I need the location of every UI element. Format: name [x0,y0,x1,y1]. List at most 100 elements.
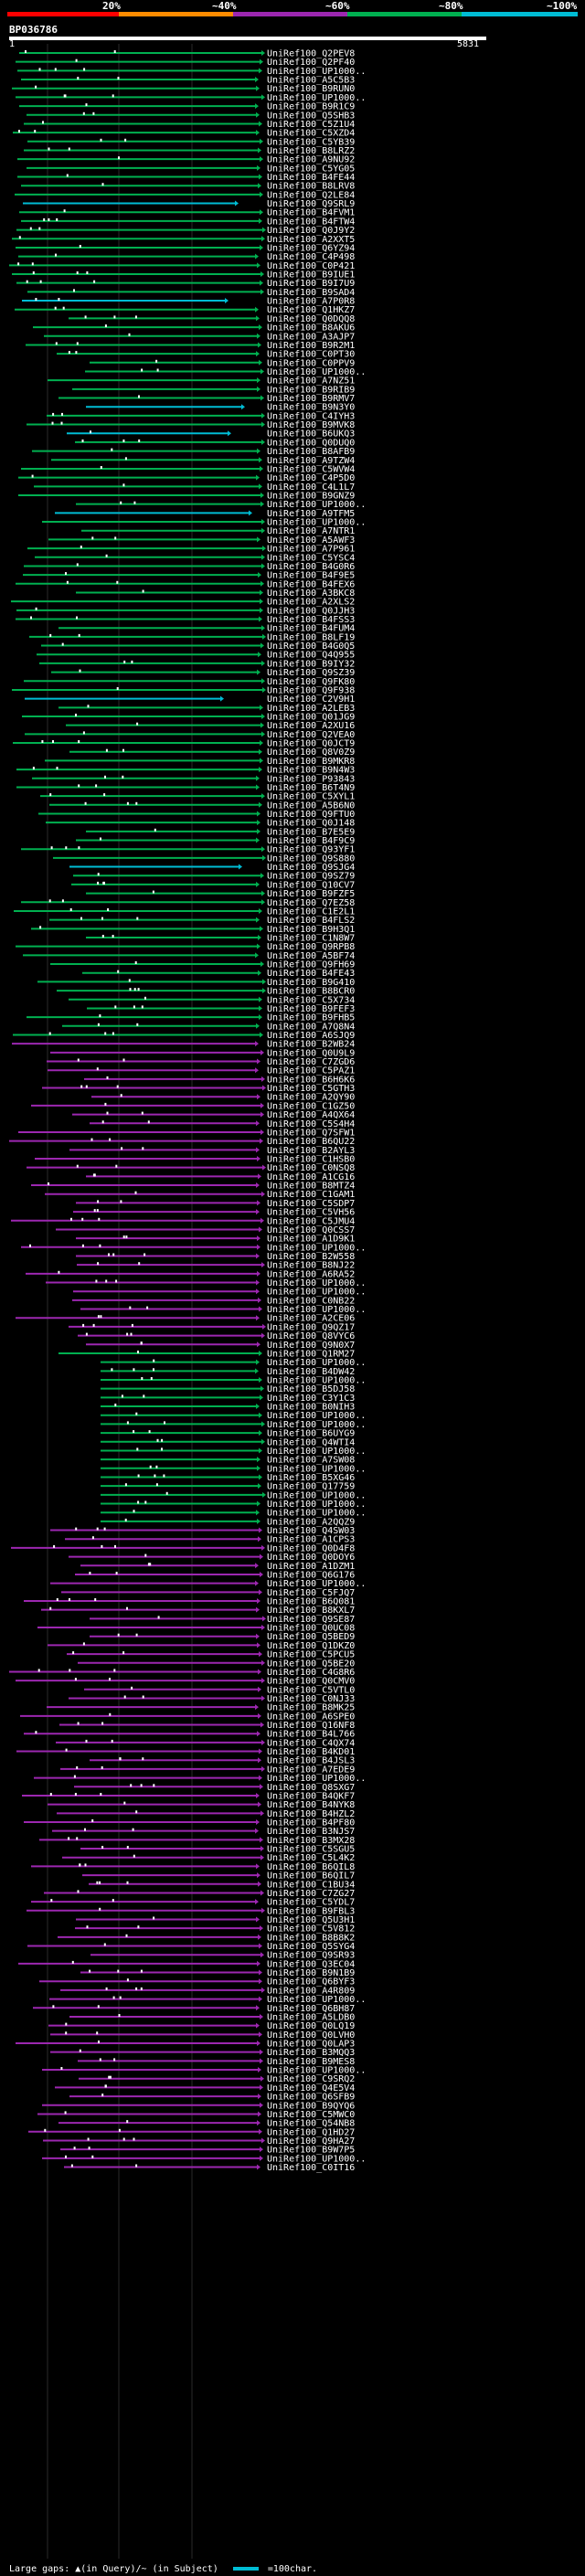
hit-label[interactable]: UniRef100_B6T4N9 [267,783,355,793]
hit-label[interactable]: UniRef100_C3Y1C3 [267,1394,355,1404]
hit-label[interactable]: UniRef100_UP1000.. [267,2154,366,2164]
hit-label[interactable]: UniRef100_Q0CMV0 [267,1677,355,1687]
hit-label[interactable]: UniRef100_Q2PF40 [267,58,355,68]
hit-label[interactable]: UniRef100_UP1000.. [267,93,366,103]
hit-label[interactable]: UniRef100_B8LRZ2 [267,146,355,156]
hit-label[interactable]: UniRef100_UP1000.. [267,1490,366,1500]
hit-label[interactable]: UniRef100_C5YSC4 [267,553,355,563]
hit-label[interactable]: UniRef100_B5DJ58 [267,1384,355,1394]
hit-label[interactable]: UniRef100_B9N1B9 [267,1968,355,1978]
hit-label[interactable]: UniRef100_B8LRV8 [267,182,355,192]
hit-label[interactable]: UniRef100_B9QYQ6 [267,2101,355,2111]
hit-label[interactable]: UniRef100_B6UKQ3 [267,429,355,440]
hit-label[interactable]: UniRef100_Q0DUQ0 [267,438,355,448]
hit-label[interactable]: UniRef100_C5S4H4 [267,1119,355,1129]
hit-label[interactable]: UniRef100_Q9SJG4 [267,863,355,873]
hit-label[interactable]: UniRef100_Q6BH87 [267,2004,355,2014]
hit-label[interactable]: UniRef100_UP1000.. [267,1500,366,1510]
hit-label[interactable]: UniRef100_A4QX64 [267,1110,355,1120]
hit-label[interactable]: UniRef100_A6RA52 [267,1269,355,1279]
hit-label[interactable]: UniRef100_B2W558 [267,1252,355,1262]
hit-label[interactable]: UniRef100_C0IT16 [267,2163,355,2173]
hit-label[interactable]: UniRef100_A6SPE0 [267,1712,355,1722]
hit-label[interactable]: UniRef100_A2XXT5 [267,235,355,245]
hit-label[interactable]: UniRef100_A3AJP7 [267,332,355,342]
hit-label[interactable]: UniRef100_B4NYK8 [267,1800,355,1810]
hit-label[interactable]: UniRef100_UP1000.. [267,1420,366,1430]
hit-label[interactable]: UniRef100_B4FE43 [267,969,355,979]
hit-label[interactable]: UniRef100_C5PAZ1 [267,1066,355,1076]
hit-label[interactable]: UniRef100_A9TFM5 [267,509,355,519]
hit-label[interactable]: UniRef100_A7NZ51 [267,376,355,387]
hit-label[interactable]: UniRef100_Q10CV7 [267,880,355,890]
hit-label[interactable]: UniRef100_Q9S880 [267,853,355,864]
hit-label[interactable]: UniRef100_B9H3Q1 [267,925,355,935]
hit-label[interactable]: UniRef100_Q9RPB8 [267,942,355,952]
hit-label[interactable]: UniRef100_B4FUM4 [267,624,355,634]
hit-label[interactable]: UniRef100_B5XG46 [267,1473,355,1483]
hit-label[interactable]: UniRef100_B9MKR8 [267,757,355,767]
hit-label[interactable]: UniRef100_Q9FK80 [267,677,355,687]
hit-label[interactable]: UniRef100_Q0LAP3 [267,2040,355,2050]
hit-label[interactable]: UniRef100_B2AYL3 [267,1146,355,1156]
hit-label[interactable]: UniRef100_C0NB22 [267,1296,355,1306]
hit-label[interactable]: UniRef100_A2CE06 [267,1314,355,1324]
hit-label[interactable]: UniRef100_Q0LQ19 [267,2021,355,2031]
hit-label[interactable]: UniRef100_Q6SFB9 [267,2093,355,2103]
hit-label[interactable]: UniRef100_B4G0R6 [267,562,355,572]
hit-label[interactable]: UniRef100_Q01JG9 [267,713,355,723]
hit-label[interactable]: UniRef100_Q2VEA0 [267,730,355,740]
hit-label[interactable]: UniRef100_B9N4W3 [267,766,355,776]
hit-label[interactable]: UniRef100_B4FTW4 [267,217,355,227]
hit-label[interactable]: UniRef100_C1GZ50 [267,1101,355,1111]
hit-label[interactable]: UniRef100_C5SDP7 [267,1199,355,1209]
hit-label[interactable]: UniRef100_B6H6K6 [267,1075,355,1085]
hit-label[interactable]: UniRef100_C1HSB0 [267,1155,355,1165]
hit-label[interactable]: UniRef100_C1BU34 [267,1880,355,1890]
hit-label[interactable]: UniRef100_B4DW42 [267,1367,355,1377]
hit-label[interactable]: UniRef100_B8BCR0 [267,987,355,997]
hit-label[interactable]: UniRef100_Q9HA27 [267,2136,355,2147]
hit-label[interactable]: UniRef100_A9TZW4 [267,456,355,466]
hit-label[interactable]: UniRef100_C0P421 [267,261,355,271]
hit-label[interactable]: UniRef100_Q1RM27 [267,1350,355,1360]
hit-label[interactable]: UniRef100_A7P961 [267,545,355,555]
hit-label[interactable]: UniRef100_Q5SHB3 [267,111,355,121]
hit-label[interactable]: UniRef100_B9IY32 [267,659,355,669]
hit-label[interactable]: UniRef100_UP1000.. [267,1464,366,1474]
hit-label[interactable]: UniRef100_A5BF74 [267,951,355,961]
hit-label[interactable]: UniRef100_Q6G176 [267,1571,355,1581]
hit-label[interactable]: UniRef100_C5V812 [267,1924,355,1935]
hit-label[interactable]: UniRef100_Q0JJH3 [267,606,355,616]
hit-label[interactable]: UniRef100_B4FLS2 [267,916,355,926]
hit-label[interactable]: UniRef100_UP1000.. [267,518,366,528]
hit-label[interactable]: UniRef100_Q0UC08 [267,1624,355,1634]
hit-label[interactable]: UniRef100_Q4SW03 [267,1526,355,1536]
hit-label[interactable]: UniRef100_C4G8R6 [267,1668,355,1678]
hit-label[interactable]: UniRef100_B4F9E5 [267,571,355,581]
hit-label[interactable]: UniRef100_Q8VYC6 [267,1331,355,1341]
hit-label[interactable]: UniRef100_C1GAM1 [267,1190,355,1200]
hit-label[interactable]: UniRef100_UP1000.. [267,1411,366,1421]
hit-label[interactable]: UniRef100_A7P0R8 [267,297,355,307]
hit-label[interactable]: UniRef100_UP1000.. [267,1288,366,1298]
hit-label[interactable]: UniRef100_Q2PEV8 [267,49,355,59]
hit-label[interactable]: UniRef100_A1D9K1 [267,1235,355,1245]
hit-label[interactable]: UniRef100_Q6YZ94 [267,244,355,254]
hit-label[interactable]: UniRef100_C7ZGD6 [267,1057,355,1067]
hit-label[interactable]: UniRef100_B4FVM1 [267,208,355,218]
hit-label[interactable]: UniRef100_B4L766 [267,1730,355,1740]
hit-label[interactable]: UniRef100_B6QU22 [267,1137,355,1147]
hit-label[interactable]: UniRef100_B8LF19 [267,632,355,642]
hit-label[interactable]: UniRef100_Q7EZ58 [267,898,355,908]
hit-label[interactable]: UniRef100_B9N3Y0 [267,403,355,413]
hit-label[interactable]: UniRef100_B9GNZ9 [267,492,355,502]
hit-label[interactable]: UniRef100_A1DZM1 [267,1562,355,1572]
hit-label[interactable]: UniRef100_C5L4K2 [267,1853,355,1863]
hit-label[interactable]: UniRef100_C5YDL7 [267,1898,355,1908]
hit-label[interactable]: UniRef100_C1E2L1 [267,907,355,917]
hit-label[interactable]: UniRef100_B4PF80 [267,1818,355,1829]
hit-label[interactable]: UniRef100_A5AWF3 [267,535,355,546]
hit-label[interactable]: UniRef100_A1CG16 [267,1172,355,1182]
hit-label[interactable]: UniRef100_Q0D4F8 [267,1543,355,1553]
